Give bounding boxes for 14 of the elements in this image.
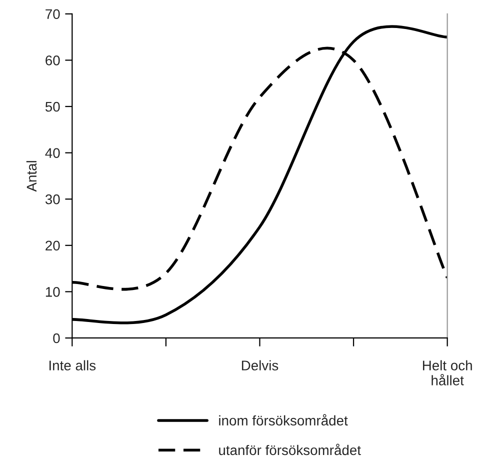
y-axis-title: Antal (26, 161, 37, 192)
legend-label: inom försöksområdet (219, 414, 348, 426)
x-tick-label: Inte alls (50, 360, 96, 370)
y-tick-label: 0 (53, 333, 60, 344)
legend-label: utanför försöksområdet (219, 444, 361, 456)
x-tick-label: Delvis (242, 360, 278, 370)
y-tick-label: 70 (46, 9, 60, 20)
y-tick-label: 30 (45, 194, 60, 204)
y-tick-label: 10 (46, 287, 60, 297)
y-tick-label: 20 (46, 240, 60, 251)
y-tick-label: 50 (45, 102, 60, 112)
y-tick-label: 60 (46, 56, 60, 66)
x-tick-label: Helt och hållet (422, 360, 472, 386)
y-tick-label: 40 (45, 148, 60, 158)
